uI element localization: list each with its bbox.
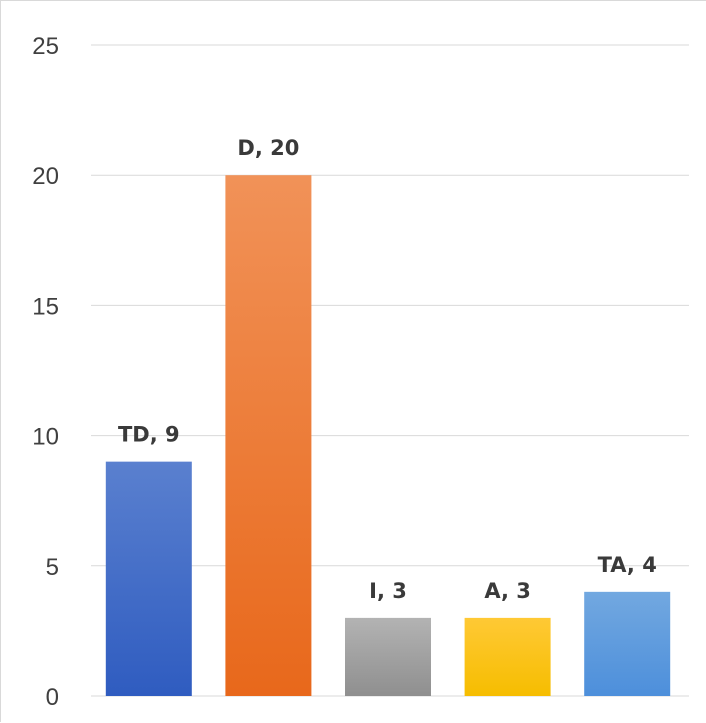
data-label-td: TD, 9 bbox=[118, 423, 180, 447]
y-tick-label-15: 15 bbox=[32, 293, 59, 320]
data-labels: TD, 9 D, 20 I, 3 A, 3 TA, 4 bbox=[118, 136, 657, 603]
data-label-d: D, 20 bbox=[237, 136, 299, 160]
y-tick-label-10: 10 bbox=[32, 424, 59, 451]
y-axis-tick-labels: 0 5 10 15 20 25 bbox=[32, 33, 59, 711]
y-tick-label-25: 25 bbox=[32, 33, 59, 60]
bar-d bbox=[225, 175, 312, 696]
bar-td bbox=[105, 461, 192, 696]
bar-i bbox=[345, 617, 431, 696]
data-label-a: A, 3 bbox=[484, 579, 531, 603]
bar-a bbox=[464, 617, 551, 696]
bar-ta bbox=[584, 591, 671, 696]
y-tick-label-5: 5 bbox=[46, 554, 59, 581]
y-tick-label-20: 20 bbox=[32, 163, 59, 190]
data-label-ta: TA, 4 bbox=[598, 553, 657, 577]
data-label-i: I, 3 bbox=[369, 579, 407, 603]
bars bbox=[105, 175, 671, 696]
y-tick-label-0: 0 bbox=[46, 684, 59, 711]
